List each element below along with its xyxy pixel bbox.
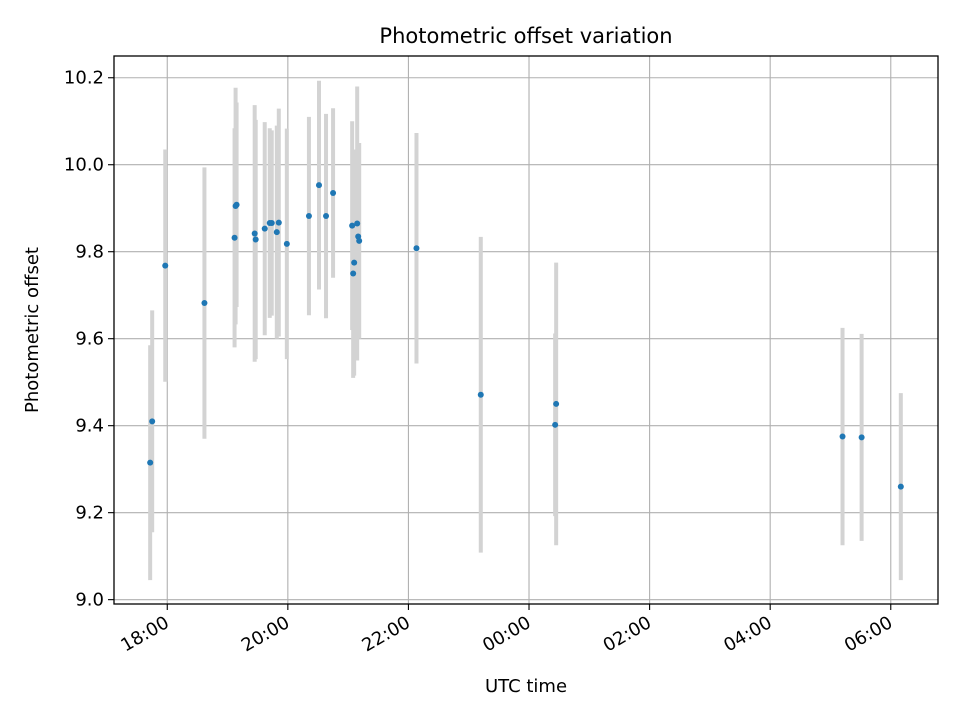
data-point (858, 434, 865, 441)
x-tick-label: 18:00 (117, 612, 172, 656)
x-tick-label: 02:00 (600, 612, 655, 656)
x-tick-label: 22:00 (359, 612, 414, 656)
data-point (149, 418, 156, 425)
data-point (201, 300, 208, 307)
data-point (354, 220, 361, 227)
data-point (351, 259, 358, 266)
x-axis-label: UTC time (485, 676, 567, 697)
chart-title: Photometric offset variation (379, 24, 672, 48)
y-tick-label: 10.2 (64, 68, 104, 89)
grid-layer (114, 56, 938, 604)
data-point (275, 219, 282, 226)
data-point (552, 421, 559, 428)
errorbar-layer (148, 80, 903, 581)
x-tick-label: 04:00 (720, 612, 775, 656)
data-point (330, 190, 337, 196)
plot-frame (113, 55, 939, 605)
data-point (273, 229, 280, 236)
data-point (356, 237, 363, 244)
y-tick-label: 9.2 (75, 503, 104, 524)
y-tick-label: 9.4 (75, 416, 104, 437)
data-point (305, 213, 312, 220)
data-point (413, 245, 420, 252)
data-point (553, 400, 560, 407)
data-point (349, 222, 356, 229)
data-point (839, 433, 846, 440)
x-tick-label: 00:00 (479, 612, 534, 656)
y-axis-label: Photometric offset (22, 247, 43, 413)
data-point (252, 236, 259, 243)
y-tick-label: 9.0 (75, 590, 104, 611)
x-tick-label: 06:00 (841, 612, 896, 656)
data-point (897, 483, 904, 490)
data-point (233, 201, 240, 208)
y-tick-label: 9.8 (75, 242, 104, 263)
data-point (162, 262, 169, 269)
point-layer (147, 182, 904, 490)
data-point (261, 225, 268, 232)
data-point (323, 213, 330, 220)
y-tick-label: 10.0 (64, 155, 104, 176)
data-point (283, 240, 290, 247)
data-point (147, 459, 154, 466)
y-tick-label: 9.6 (75, 329, 104, 350)
data-point (251, 230, 258, 237)
data-point (315, 182, 322, 189)
data-point (477, 391, 484, 398)
x-tick-label: 20:00 (238, 612, 293, 656)
data-point (350, 270, 357, 277)
data-point (268, 220, 275, 227)
data-point (231, 234, 238, 241)
